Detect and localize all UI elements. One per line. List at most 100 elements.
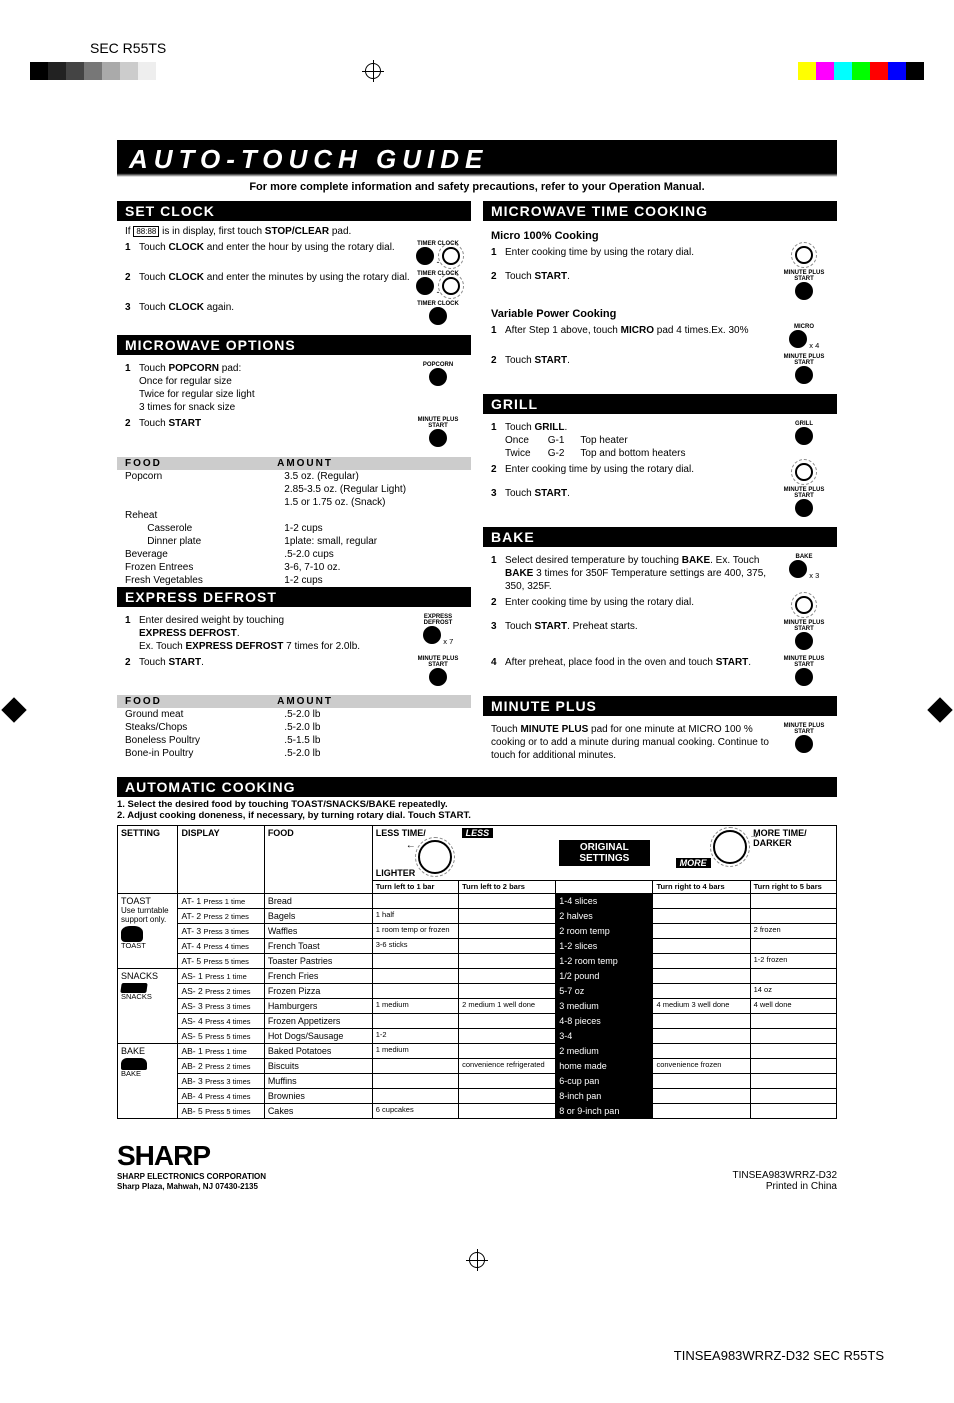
mw-time-header: MICROWAVE TIME COOKING	[483, 201, 837, 221]
set-clock-header: SET CLOCK	[117, 201, 471, 221]
table-row: Casserole1-2 cups	[117, 522, 471, 535]
grill-code: G-2	[548, 447, 578, 460]
less-time-label: LESS TIME/	[376, 828, 426, 838]
setting-cell: TOASTUse turntable support only. TOAST	[118, 893, 178, 968]
mw-options-body: 1 Touch POPCORN pad: Once for regular si…	[117, 355, 471, 457]
clock-pad-icon: TIMER CLOCK -	[413, 271, 463, 298]
food-cell: Bagels	[264, 908, 372, 923]
table-row: AT- 3 Press 3 timesWaffles1 room temp or…	[118, 923, 837, 938]
mwo-food-table: Popcorn3.5 oz. (Regular)2.85-3.5 oz. (Re…	[117, 470, 471, 587]
sharp-logo: SHARP	[117, 1139, 266, 1173]
more2-cell: 14 oz	[750, 983, 836, 998]
turn-left-2: Turn left to 2 bars	[459, 880, 556, 893]
table-row: AS- 5 Press 5 timesHot Dogs/Sausage1-23-…	[118, 1028, 837, 1043]
turn-left-1: Turn left to 1 bar	[372, 880, 458, 893]
orig-cell: 1-2 slices	[556, 938, 653, 953]
table-row: Steaks/Chops.5-2.0 lb	[117, 721, 471, 734]
more1-cell: 4 medium 3 well done	[653, 998, 750, 1013]
step-text: Touch CLOCK and enter the minutes by usi…	[139, 271, 413, 284]
mwo-food-header: FOOD AMOUNT	[117, 457, 471, 470]
express-defrost-body: 1 Enter desired weight by touchingEXPRES…	[117, 607, 471, 696]
express-defrost-pad-icon: EXPRESS DEFROST x 7	[413, 614, 463, 647]
bottom-reg-mark	[30, 1252, 924, 1268]
ed-step2: 2 Touch START. MINUTE PLUS START	[125, 656, 463, 689]
food-cell: Hot Dogs/Sausage	[264, 1028, 372, 1043]
right-column: MICROWAVE TIME COOKING Micro 100% Cookin…	[483, 201, 837, 769]
table-row: AT- 2 Press 2 timesBagels1 half2 halves	[118, 908, 837, 923]
less1-cell	[372, 1013, 458, 1028]
food-cell: Toaster Pastries	[264, 953, 372, 968]
food-cell: French Fries	[264, 968, 372, 983]
bake-step1: 1 Select desired temperature by touching…	[491, 554, 829, 593]
mwt-step1: 1 Enter cooking time by using the rotary…	[491, 246, 829, 267]
rotary-dial-icon	[779, 596, 829, 617]
less1-cell: 1 room temp or frozen	[372, 923, 458, 938]
more2-cell: 4 well done	[750, 998, 836, 1013]
reg-bar-right	[798, 62, 924, 80]
hdr-setting: SETTING	[118, 825, 178, 893]
display-cell: AS- 5 Press 5 times	[178, 1028, 264, 1043]
icon-mult: x 7	[443, 637, 453, 646]
table-row: Ground meat.5-2.0 lb	[117, 708, 471, 721]
more2-cell	[750, 908, 836, 923]
step-text: Touch START.	[505, 354, 779, 367]
table-row: Bone-in Poultry.5-2.0 lb	[117, 747, 471, 760]
food-cell: Waffles	[264, 923, 372, 938]
less2-cell	[459, 923, 556, 938]
registration-mark-icon	[365, 63, 381, 79]
ed-food-table: Ground meat.5-2.0 lbSteaks/Chops.5-2.0 l…	[117, 708, 471, 760]
registration-mark-icon	[469, 1252, 485, 1268]
orig-cell: 1-4 slices	[556, 893, 653, 908]
clock-pad-icon: TIMER CLOCK	[413, 301, 463, 328]
step-number: 2	[491, 596, 505, 609]
step-number: 2	[125, 656, 139, 669]
display-cell: AS- 1 Press 1 time	[178, 968, 264, 983]
food-cell: Brownies	[264, 1088, 372, 1103]
orig-cell: 2 room temp	[556, 923, 653, 938]
more1-cell	[653, 893, 750, 908]
start-pad-icon: MINUTE PLUS START	[779, 620, 829, 653]
orig1: ORIGINAL	[580, 842, 629, 853]
less1-cell	[372, 1088, 458, 1103]
food-cell: Frozen Appetizers	[264, 1013, 372, 1028]
bake-body: 1 Select desired temperature by touching…	[483, 547, 837, 696]
left-column: SET CLOCK If 88:88 is in display, first …	[117, 201, 471, 769]
more1-cell	[653, 1043, 750, 1058]
step-text: Touch START	[139, 417, 413, 430]
step-number: 1	[491, 246, 505, 259]
step-number: 2	[125, 417, 139, 430]
more2-cell: 1-2 frozen	[750, 953, 836, 968]
display-cell: AS- 4 Press 4 times	[178, 1013, 264, 1028]
less1-cell: 1 medium	[372, 998, 458, 1013]
table-row: Popcorn3.5 oz. (Regular)	[117, 470, 471, 483]
orig-cell: 4-8 pieces	[556, 1013, 653, 1028]
mwt-step3: 1 After Step 1 above, touch MICRO pad 4 …	[491, 324, 829, 351]
instr-line: 2. Adjust cooking doneness, if necessary…	[117, 810, 471, 821]
less-chip: LESS	[462, 828, 494, 838]
more2-cell	[750, 1058, 836, 1073]
hdr-less: LESS TIME/ LIGHTER	[372, 825, 458, 880]
col-food: FOOD	[125, 696, 277, 707]
dial-left-icon	[418, 840, 452, 874]
bake-step2: 2 Enter cooking time by using the rotary…	[491, 596, 829, 617]
more2-cell	[750, 1028, 836, 1043]
step-text: Enter desired weight by touchingEXPRESS …	[139, 614, 413, 653]
page-footer: TINSEA983WRRZ-D32 SEC R55TS	[30, 1348, 924, 1363]
manual-content: AUTO-TOUCH GUIDE For more complete infor…	[117, 140, 837, 1192]
orig-cell: 2 medium	[556, 1043, 653, 1058]
step-line: Twice for regular size light	[139, 389, 255, 400]
set-clock-step2: 2 Touch CLOCK and enter the minutes by u…	[125, 271, 463, 298]
more1-cell	[653, 938, 750, 953]
step-text: Touch START. Preheat starts.	[505, 620, 779, 633]
step-number: 3	[491, 487, 505, 500]
table-row: AB- 2 Press 2 timesBiscuitsconvenience r…	[118, 1058, 837, 1073]
grill-step1: 1 Touch GRILL. Once G-1 Top heater Twice…	[491, 421, 829, 460]
more2-cell	[750, 1073, 836, 1088]
set-clock-body: If 88:88 is in display, first touch STOP…	[117, 221, 471, 335]
table-row: Reheat	[117, 509, 471, 522]
col-amount: AMOUNT	[277, 696, 333, 707]
table-row: AT- 4 Press 4 timesFrench Toast3-6 stick…	[118, 938, 837, 953]
grill-body: 1 Touch GRILL. Once G-1 Top heater Twice…	[483, 414, 837, 527]
setting-cell: BAKE BAKE	[118, 1043, 178, 1118]
col-amount: AMOUNT	[277, 458, 333, 469]
